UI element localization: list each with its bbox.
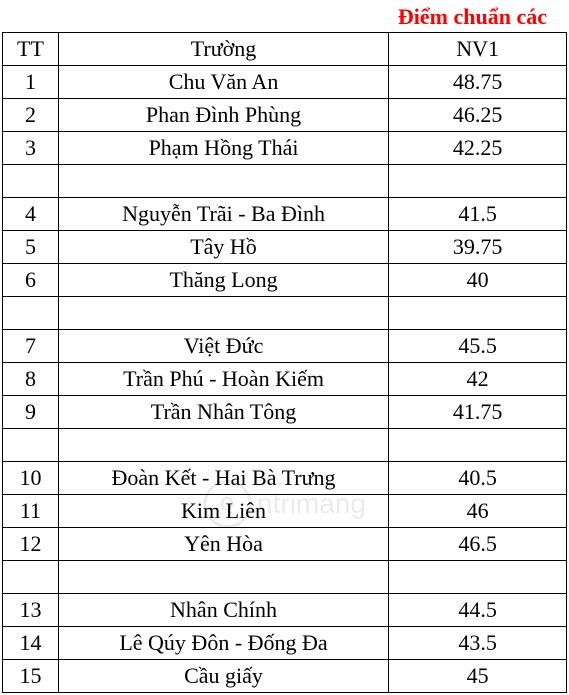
table-row: 11Kim Liên46	[3, 495, 567, 528]
cell-tt: 11	[3, 495, 59, 528]
cell-tt: 4	[3, 198, 59, 231]
cell-school	[58, 561, 388, 594]
table-row: 6Thăng Long40	[3, 264, 567, 297]
cell-tt: 3	[3, 132, 59, 165]
cell-nv1: 41.75	[389, 396, 567, 429]
cell-nv1: 46	[389, 495, 567, 528]
cell-tt: 12	[3, 528, 59, 561]
cell-school: Nhân Chính	[58, 594, 388, 627]
table-row: 3Phạm Hồng Thái42.25	[3, 132, 567, 165]
cell-school: Việt Đức	[58, 330, 388, 363]
cell-school	[58, 165, 388, 198]
cell-tt: 15	[3, 660, 59, 693]
cell-school: Nguyễn Trãi - Ba Đình	[58, 198, 388, 231]
cell-school: Lê Qúy Đôn - Đống Đa	[58, 627, 388, 660]
cell-tt: 7	[3, 330, 59, 363]
cell-school: Thăng Long	[58, 264, 388, 297]
cell-nv1: 40	[389, 264, 567, 297]
table-header-row: TTTrườngNV1	[3, 33, 567, 66]
cell-nv1: 48.75	[389, 66, 567, 99]
table-row: 9Trần Nhân Tông41.75	[3, 396, 567, 429]
table-row: 5Tây Hồ39.75	[3, 231, 567, 264]
cell-nv1: 39.75	[389, 231, 567, 264]
cell-tt: 5	[3, 231, 59, 264]
cell-tt: 8	[3, 363, 59, 396]
cell-tt: 6	[3, 264, 59, 297]
cell-nv1: 40.5	[389, 462, 567, 495]
cell-nv1: 41.5	[389, 198, 567, 231]
cell-nv1: 43.5	[389, 627, 567, 660]
table-row	[3, 429, 567, 462]
cell-tt	[3, 165, 59, 198]
table-row: 10Đoàn Kết - Hai Bà Trưng40.5	[3, 462, 567, 495]
cell-nv1: 42.25	[389, 132, 567, 165]
cell-nv1: 42	[389, 363, 567, 396]
cell-nv1	[389, 297, 567, 330]
header-cell-school: Trường	[58, 33, 388, 66]
table-row: 8Trần Phú - Hoàn Kiếm42	[3, 363, 567, 396]
cell-school	[58, 297, 388, 330]
table-row: 14Lê Qúy Đôn - Đống Đa43.5	[3, 627, 567, 660]
cell-nv1: 46.25	[389, 99, 567, 132]
cell-school: Đoàn Kết - Hai Bà Trưng	[58, 462, 388, 495]
table-row	[3, 561, 567, 594]
table-row: 4Nguyễn Trãi - Ba Đình41.5	[3, 198, 567, 231]
cell-nv1: 46.5	[389, 528, 567, 561]
table-row	[3, 297, 567, 330]
cell-school: Trần Phú - Hoàn Kiếm	[58, 363, 388, 396]
cell-nv1: 44.5	[389, 594, 567, 627]
cell-tt	[3, 297, 59, 330]
cell-tt: 14	[3, 627, 59, 660]
cell-tt: 1	[3, 66, 59, 99]
table-row: 15Cầu giấy45	[3, 660, 567, 693]
cell-school: Tây Hồ	[58, 231, 388, 264]
table-row: 7Việt Đức45.5	[3, 330, 567, 363]
cell-school: Cầu giấy	[58, 660, 388, 693]
page-title: Điểm chuẩn các	[2, 2, 567, 32]
cell-tt	[3, 429, 59, 462]
table-row: 1Chu Văn An48.75	[3, 66, 567, 99]
table-row	[3, 165, 567, 198]
cell-school: Trần Nhân Tông	[58, 396, 388, 429]
cell-tt: 2	[3, 99, 59, 132]
cell-school: Kim Liên	[58, 495, 388, 528]
cell-nv1: 45.5	[389, 330, 567, 363]
cell-tt: 10	[3, 462, 59, 495]
cell-school: Phan Đình Phùng	[58, 99, 388, 132]
cell-school	[58, 429, 388, 462]
table-row: 2Phan Đình Phùng46.25	[3, 99, 567, 132]
cell-tt	[3, 561, 59, 594]
score-table: TTTrườngNV11Chu Văn An48.752Phan Đình Ph…	[2, 32, 567, 693]
cell-nv1	[389, 165, 567, 198]
cell-school: Phạm Hồng Thái	[58, 132, 388, 165]
cell-school: Yên Hòa	[58, 528, 388, 561]
cell-nv1	[389, 561, 567, 594]
cell-nv1: 45	[389, 660, 567, 693]
cell-tt: 9	[3, 396, 59, 429]
header-cell-nv1: NV1	[389, 33, 567, 66]
header-cell-tt: TT	[3, 33, 59, 66]
table-row: 13Nhân Chính44.5	[3, 594, 567, 627]
cell-nv1	[389, 429, 567, 462]
table-container: Điểm chuẩn các TTTrườngNV11Chu Văn An48.…	[2, 2, 567, 693]
cell-tt: 13	[3, 594, 59, 627]
cell-school: Chu Văn An	[58, 66, 388, 99]
table-row: 12Yên Hòa46.5	[3, 528, 567, 561]
